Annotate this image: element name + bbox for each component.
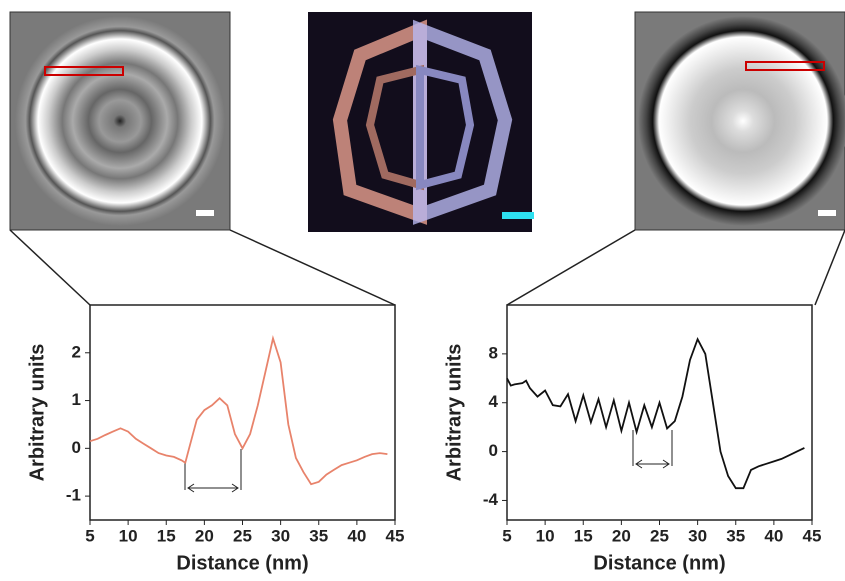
y-tick-label: -1 <box>66 486 81 505</box>
data-line <box>89 334 388 486</box>
x-tick-label: 15 <box>157 526 176 545</box>
x-tick-label: 20 <box>612 526 631 545</box>
x-tick-label: 35 <box>726 526 745 545</box>
x-axis-label: Distance (nm) <box>593 552 725 574</box>
y-tick-label: -4 <box>483 490 499 509</box>
x-tick-label: 30 <box>271 526 290 545</box>
right-image <box>634 11 845 231</box>
x-tick-label: 25 <box>233 526 252 545</box>
x-tick-label: 45 <box>386 526 405 545</box>
y-tick-label: 8 <box>489 343 498 362</box>
y-tick-label: 0 <box>72 438 81 457</box>
x-tick-label: 40 <box>764 526 783 545</box>
x-tick-label: 35 <box>309 526 328 545</box>
y-tick-label: 0 <box>489 441 498 460</box>
y-axis-label: Arbitrary units <box>26 344 48 482</box>
plot-frame <box>506 304 813 521</box>
data-line <box>506 336 805 490</box>
y-tick-label: 1 <box>72 390 81 409</box>
x-tick-label: 25 <box>650 526 669 545</box>
x-tick-label: 10 <box>119 526 138 545</box>
x-tick-label: 40 <box>347 526 366 545</box>
y-axis-label: Arbitrary units <box>443 344 465 482</box>
x-tick-label: 20 <box>195 526 214 545</box>
x-tick-label: 45 <box>803 526 822 545</box>
center-image <box>308 12 534 232</box>
y-tick-label: 2 <box>72 342 81 361</box>
x-tick-label: 5 <box>502 526 511 545</box>
x-tick-label: 30 <box>688 526 707 545</box>
y-tick-label: 4 <box>489 392 499 411</box>
x-tick-label: 10 <box>536 526 555 545</box>
plot-frame <box>89 304 396 521</box>
zoom-lines <box>9 229 845 306</box>
left-image <box>9 11 231 231</box>
x-axis-label: Distance (nm) <box>176 552 308 574</box>
x-tick-label: 15 <box>574 526 593 545</box>
x-tick-label: 5 <box>85 526 94 545</box>
annotations <box>184 430 673 493</box>
